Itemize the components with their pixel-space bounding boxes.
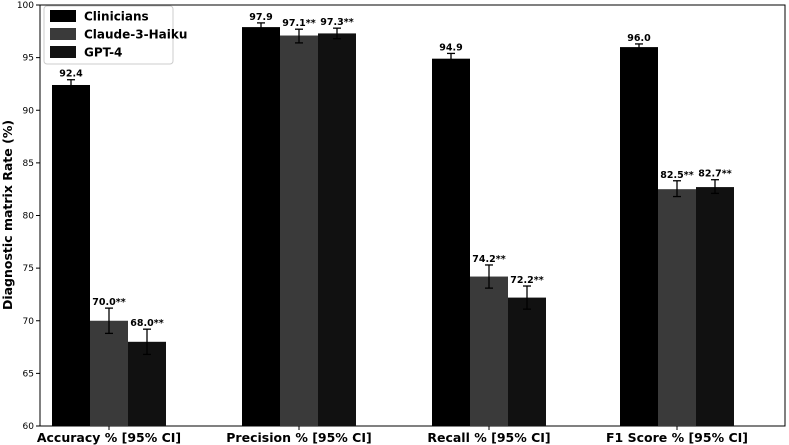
- data-label: 96.0: [627, 33, 651, 44]
- y-tick-label: 75: [23, 264, 34, 274]
- bar-claude-3-haiku: [90, 320, 128, 426]
- legend-label: Clinicians: [84, 10, 149, 24]
- data-label: 74.2**: [472, 254, 505, 265]
- data-label: 97.3**: [320, 17, 353, 28]
- error-bar: [67, 79, 75, 91]
- bar-claude-3-haiku: [470, 276, 508, 426]
- data-label: 72.2**: [510, 275, 543, 286]
- bar-clinicians: [432, 58, 470, 427]
- error-bar: [447, 52, 455, 65]
- bar-clinicians: [620, 47, 658, 426]
- data-label: 82.5**: [660, 170, 693, 181]
- error-bar: [523, 285, 531, 310]
- error-bar: [257, 22, 265, 32]
- bar-clinicians: [242, 27, 280, 426]
- error-bar: [105, 307, 113, 335]
- error-bar: [673, 180, 681, 198]
- x-tick-label: F1 Score % [95% CI]: [606, 430, 748, 445]
- y-tick-label: 85: [23, 159, 34, 169]
- error-bar: [295, 28, 303, 44]
- x-tick-label: Recall % [95% CI]: [427, 430, 550, 445]
- data-label: 82.7**: [698, 169, 731, 180]
- error-bars-group: [67, 22, 719, 356]
- y-tick-label: 100: [17, 1, 34, 11]
- data-label: 68.0**: [130, 318, 163, 329]
- legend-swatch: [50, 28, 76, 40]
- error-bar: [711, 179, 719, 195]
- bar-claude-3-haiku: [280, 35, 318, 427]
- error-bar: [635, 43, 643, 51]
- y-tick-label: 70: [23, 317, 35, 327]
- legend-label: GPT-4: [84, 46, 122, 60]
- y-axis: 60 65 70 75 80 85 90 95 100: [17, 1, 40, 432]
- y-axis-title: Diagnostic matrix Rate (%): [0, 120, 15, 310]
- data-label: 97.9: [249, 12, 272, 23]
- data-label: 97.1**: [282, 18, 315, 29]
- legend-swatch: [50, 10, 76, 22]
- error-bar: [485, 264, 493, 289]
- y-tick-label: 90: [23, 106, 35, 116]
- bar-claude-3-haiku: [658, 189, 696, 426]
- y-tick-label: 80: [23, 212, 35, 222]
- legend-label: Claude-3-Haiku: [84, 28, 187, 42]
- legend: Clinicians Claude-3-Haiku GPT-4: [43, 5, 187, 65]
- x-tick-label: Accuracy % [95% CI]: [37, 430, 181, 445]
- data-label: 92.4: [59, 69, 83, 80]
- x-tick-label: Precision % [95% CI]: [226, 430, 371, 445]
- bars-group: [52, 27, 734, 427]
- legend-swatch: [50, 46, 76, 58]
- error-bar: [333, 27, 341, 40]
- bar-gpt-4: [508, 297, 546, 426]
- data-label: 94.9: [439, 42, 462, 53]
- bar-gpt-4: [128, 341, 166, 426]
- bar-gpt-4: [696, 187, 734, 426]
- x-axis: Accuracy % [95% CI] Precision % [95% CI] R…: [37, 426, 748, 445]
- bar-gpt-4: [318, 33, 356, 426]
- legend-box: [43, 5, 174, 65]
- y-tick-label: 60: [23, 422, 35, 432]
- data-labels-group: 92.4 70.0** 68.0** 97.9 97.1** 97.3** 94.9 74.2…: [59, 12, 731, 329]
- error-bar: [143, 328, 151, 356]
- y-tick-label: 95: [23, 54, 34, 64]
- data-label: 70.0**: [92, 297, 125, 308]
- y-tick-label: 65: [23, 369, 34, 379]
- bar-clinicians: [52, 84, 90, 427]
